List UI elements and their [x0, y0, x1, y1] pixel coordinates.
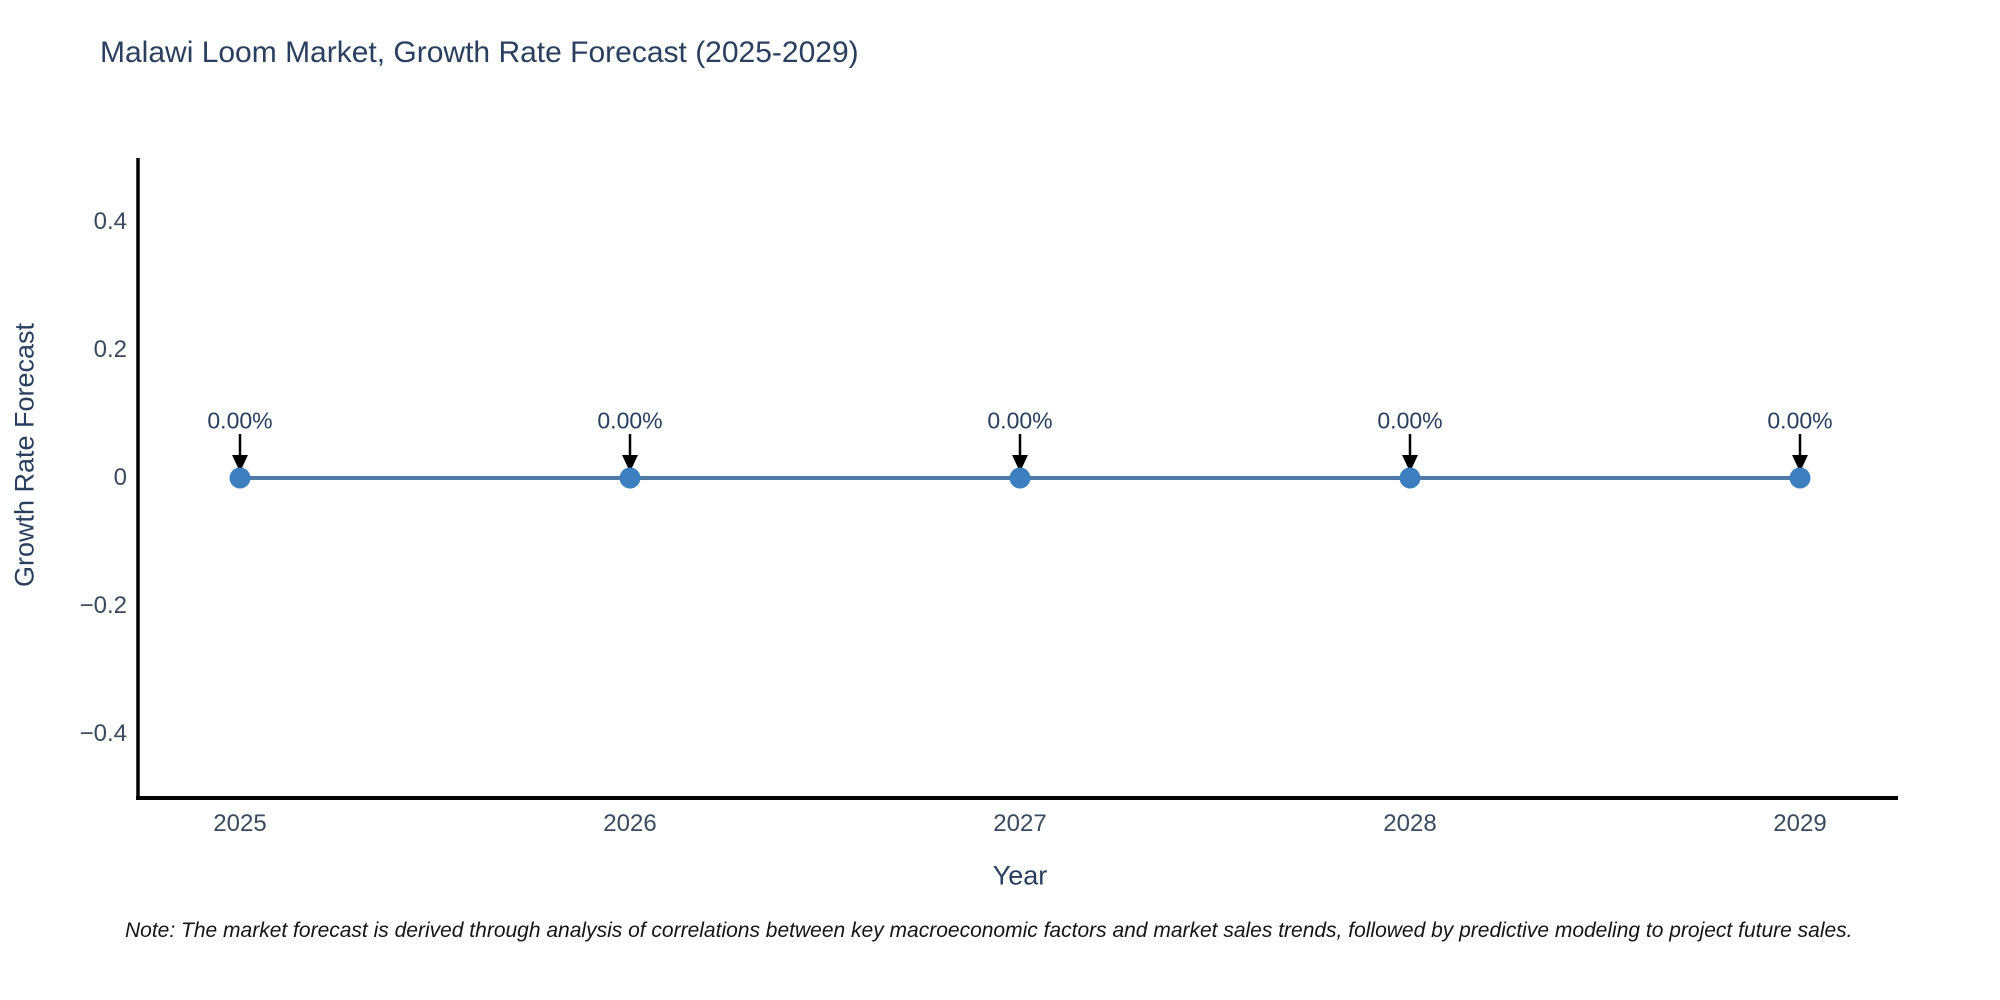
- x-tick-label: 2027: [993, 810, 1047, 837]
- data-point-marker: [229, 467, 251, 489]
- x-tick-label: 2026: [603, 810, 657, 837]
- data-point-marker: [1399, 467, 1421, 489]
- data-point-marker: [1009, 467, 1031, 489]
- annotation-arrow-head: [1792, 455, 1808, 472]
- y-tick-label: 0.2: [93, 336, 127, 363]
- annotation-arrow-head: [1402, 455, 1418, 472]
- x-tick-label: 2028: [1383, 810, 1437, 837]
- y-tick-label: −0.4: [79, 720, 127, 747]
- point-annotation: 0.00%: [207, 407, 273, 434]
- point-annotation: 0.00%: [597, 407, 663, 434]
- chart-title: Malawi Loom Market, Growth Rate Forecast…: [100, 36, 859, 69]
- point-annotation: 0.00%: [1767, 407, 1833, 434]
- data-point-marker: [1789, 467, 1811, 489]
- data-point-marker: [619, 467, 641, 489]
- annotation-arrow-head: [622, 455, 638, 472]
- footnote: Note: The market forecast is derived thr…: [125, 919, 1853, 942]
- y-tick-label: −0.2: [79, 592, 127, 619]
- x-tick-label: 2029: [1773, 810, 1827, 837]
- annotation-arrow-head: [232, 455, 248, 472]
- annotation-arrow-head: [1012, 455, 1028, 472]
- x-axis-title: Year: [992, 860, 1048, 891]
- y-tick-label: 0: [113, 464, 127, 491]
- point-annotation: 0.00%: [987, 407, 1053, 434]
- x-tick-label: 2025: [213, 810, 267, 837]
- point-annotation: 0.00%: [1377, 407, 1443, 434]
- y-tick-label: 0.4: [93, 208, 127, 235]
